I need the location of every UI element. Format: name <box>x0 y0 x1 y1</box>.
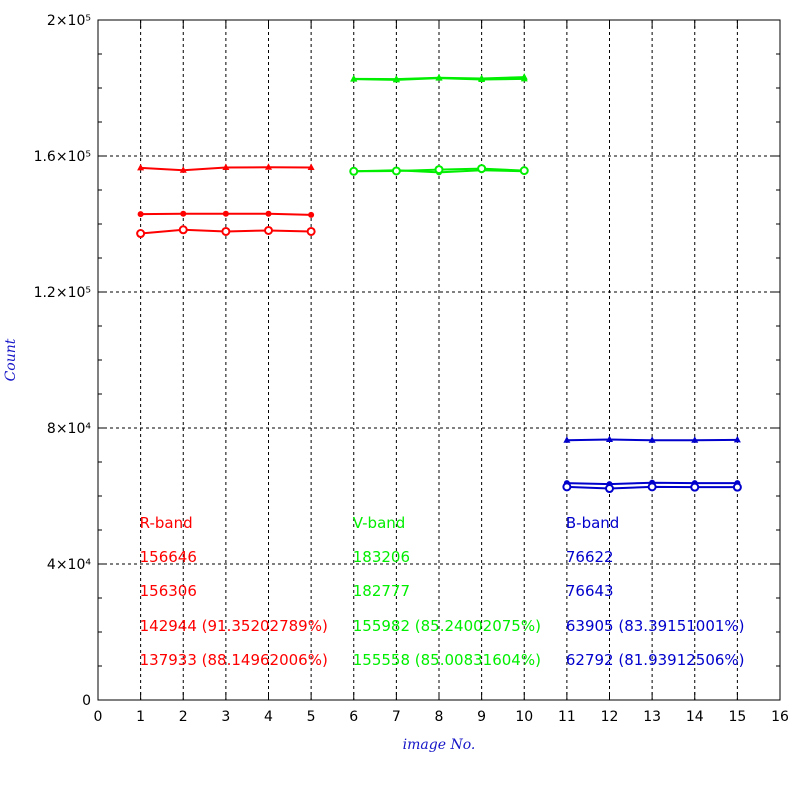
x-tick-label: 12 <box>601 709 619 725</box>
series-group <box>136 73 742 494</box>
data-point-circle <box>519 166 529 176</box>
data-point-dot <box>222 210 229 217</box>
annotation-R-band-line: 156646 <box>140 548 197 566</box>
x-tick-label: 2 <box>179 709 188 725</box>
data-point-triangle <box>733 435 741 443</box>
x-tick-label: 6 <box>349 709 358 725</box>
y-tick-label: 4×10⁴ <box>47 557 91 573</box>
x-tick-label: 0 <box>94 709 103 725</box>
data-point-circle <box>136 229 146 239</box>
data-point-triangle <box>648 436 656 443</box>
data-point-circle <box>264 225 273 235</box>
annotation-V-band-line: 155982 (85.24002075%) <box>353 617 541 635</box>
y-tick-label: 1.2×10⁵ <box>34 285 91 301</box>
x-tick-label: 7 <box>392 709 401 725</box>
x-tick-labels: 0 1 2 3 4 5 6 7 8 9 10 11 12 13 14 15 16 <box>94 709 789 725</box>
annotation-V-band-line: 182777 <box>353 582 410 600</box>
annotation-R-band-line: 137933 (88.14962006%) <box>140 651 328 669</box>
data-point-triangle <box>392 75 400 82</box>
annotation-V-band-line: 183206 <box>353 548 410 566</box>
y-tick-label: 0 <box>82 693 91 709</box>
x-tick-label: 8 <box>435 709 444 725</box>
x-tick-label: 15 <box>728 709 746 725</box>
annotation-V-band-line: V-band <box>353 514 406 532</box>
annotation-R-band-line: 156306 <box>140 582 197 600</box>
data-point-circle <box>477 164 487 174</box>
annotation-B-band-line: 76622 <box>566 548 614 566</box>
grid <box>98 20 780 700</box>
x-tick-label: 3 <box>221 709 230 725</box>
data-point-circle <box>349 166 359 176</box>
annotation-B-band-line: 62792 (81.93912506%) <box>566 651 745 669</box>
annotation-B-band-line: 76643 <box>566 582 614 600</box>
data-point-dot <box>265 210 272 217</box>
data-point-triangle <box>137 163 145 171</box>
x-tick-label: 9 <box>477 709 486 725</box>
data-point-circle <box>605 484 614 494</box>
annotations: R-band 156646 156306 142944 (91.35202789%) 1… <box>140 514 745 669</box>
data-point-triangle <box>520 73 528 80</box>
data-point-circle <box>221 226 231 236</box>
x-tick-label: 10 <box>515 709 533 725</box>
data-point-circle <box>732 482 742 492</box>
x-tick-label: 14 <box>686 709 704 725</box>
data-point-triangle <box>307 163 315 171</box>
data-point-circle <box>306 226 316 236</box>
x-tick-label: 16 <box>771 709 789 725</box>
annotation-B-band-line: B-band <box>566 514 619 532</box>
data-point-dot <box>137 211 144 218</box>
y-tick-label: 2×10⁵ <box>47 13 91 29</box>
data-point-circle <box>562 482 572 492</box>
annotation-V-band-line: 155558 (85.00831604%) <box>353 651 541 669</box>
y-tick-label: 8×10⁴ <box>47 421 91 437</box>
x-tick-label: 13 <box>643 709 661 725</box>
data-point-circle <box>690 482 700 492</box>
data-point-circle <box>647 482 657 492</box>
data-point-dot <box>308 211 315 218</box>
data-point-circle <box>178 225 188 235</box>
data-point-triangle <box>222 163 230 171</box>
y-axis-label: Count <box>3 338 19 381</box>
x-tick-label: 1 <box>136 709 145 725</box>
x-tick-label: 4 <box>264 709 273 725</box>
y-tick-labels: 0 4×10⁴ 8×10⁴ 1.2×10⁵ 1.6×10⁵ 2×10⁵ <box>34 13 92 709</box>
data-point-circle <box>391 166 401 176</box>
data-point-triangle <box>691 436 699 443</box>
data-point-triangle <box>265 163 272 170</box>
data-point-circle <box>434 165 444 175</box>
annotation-B-band-line: 63905 (83.39151001%) <box>566 617 745 635</box>
x-axis-label: image No. <box>403 737 476 753</box>
data-point-triangle <box>435 73 443 81</box>
data-point-triangle <box>179 166 187 173</box>
data-point-dot <box>180 210 187 217</box>
data-point-triangle <box>478 74 486 81</box>
x-tick-label: 11 <box>558 709 576 725</box>
annotation-R-band-line: R-band <box>140 514 193 532</box>
data-point-triangle <box>606 435 613 443</box>
axis-ticks <box>97 19 781 701</box>
data-point-triangle <box>563 436 571 443</box>
x-tick-label: 5 <box>307 709 316 725</box>
data-point-triangle <box>350 74 358 82</box>
annotation-R-band-line: 142944 (91.35202789%) <box>140 617 328 635</box>
y-tick-label: 1.6×10⁵ <box>34 149 91 165</box>
